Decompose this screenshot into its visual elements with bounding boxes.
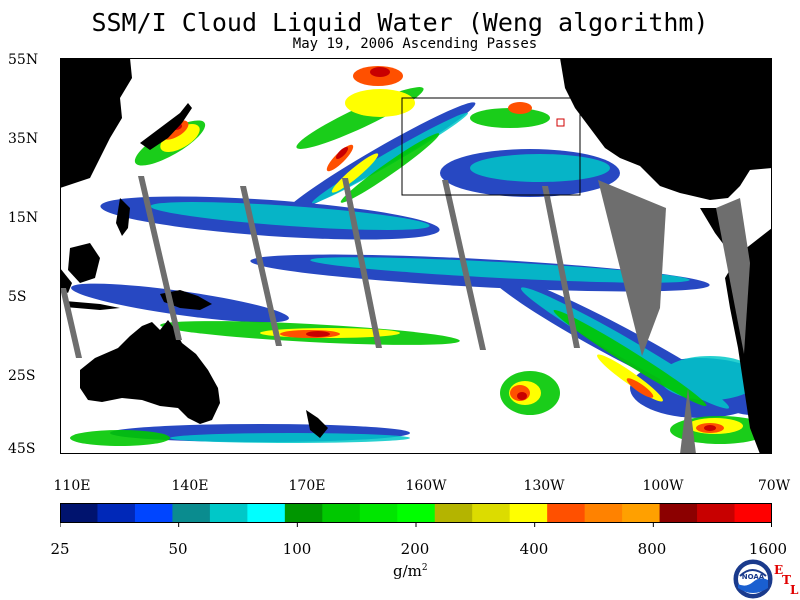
swath-gap [342, 178, 382, 348]
color-swatch [134, 503, 173, 523]
etl-letter-l: L [790, 583, 799, 597]
color-swatch [659, 503, 698, 523]
landmass-korea-china [60, 58, 132, 188]
landmass-new-zealand [306, 410, 328, 438]
color-swatch [284, 503, 323, 523]
cloud-field-layer [70, 66, 770, 446]
color-swatch [472, 503, 511, 523]
landmass-java [65, 301, 120, 310]
lat-label-45s: 45S [8, 441, 36, 457]
noaa-logo: NOAA [732, 558, 774, 600]
swath-gap [680, 388, 696, 454]
lon-label-130w: 130W [523, 478, 565, 494]
swath-gap [240, 186, 282, 346]
lon-label-100w: 100W [642, 478, 684, 494]
swath-gap-layer [60, 176, 750, 454]
lat-label-55n: 55N [8, 52, 39, 68]
lat-label-25s: 25S [8, 368, 36, 384]
landmass-philippines [116, 198, 130, 236]
units-exponent: 2 [421, 563, 428, 573]
swath-gap [138, 176, 182, 340]
units-text: g/m [393, 562, 422, 580]
region-marker-small [556, 118, 565, 127]
scale-label-800: 800 [637, 540, 667, 558]
color-swatch [172, 503, 211, 523]
color-swatch [97, 503, 136, 523]
scale-label-25: 25 [50, 540, 70, 558]
landmass-australia [80, 320, 220, 424]
color-swatch [584, 503, 623, 523]
color-swatch [247, 503, 286, 523]
etl-letter-e: E [774, 563, 784, 577]
map-subtitle: May 19, 2006 Ascending Passes [292, 36, 538, 52]
lon-label-160w: 160W [405, 478, 447, 494]
color-swatch [509, 503, 548, 523]
landmass-japan [140, 103, 192, 150]
lon-label-110e: 110E [53, 478, 91, 494]
lat-label-5s: 5S [8, 289, 27, 305]
color-swatch [622, 503, 661, 523]
color-swatch [60, 503, 98, 523]
swath-gap [60, 288, 82, 358]
lat-label-15n: 15N [8, 210, 39, 226]
color-swatch [209, 503, 248, 523]
color-swatch [734, 503, 772, 523]
swath-gap [542, 186, 580, 348]
lon-label-70w: 70W [757, 478, 791, 494]
units-label: g/m2 [393, 562, 428, 580]
swath-gap [716, 198, 750, 354]
etl-letter-t: T [782, 573, 791, 587]
color-bar-frame [60, 503, 772, 523]
region-outline-box [401, 97, 581, 196]
scale-label-1600: 1600 [748, 540, 788, 558]
landmass-sumatra [60, 268, 72, 293]
color-swatch [359, 503, 398, 523]
lon-label-140e: 140E [171, 478, 209, 494]
map-title: SSM/I Cloud Liquid Water (Weng algorithm… [91, 8, 709, 37]
color-scale-bar [60, 503, 772, 527]
scale-label-200: 200 [400, 540, 430, 558]
lon-label-170e: 170E [288, 478, 326, 494]
scale-label-400: 400 [519, 540, 549, 558]
color-swatch [322, 503, 361, 523]
color-swatch [397, 503, 436, 523]
color-swatch [697, 503, 736, 523]
cloud-liquid-water-map [60, 58, 772, 454]
noaa-logo-text: NOAA [742, 573, 765, 581]
lat-label-35n: 35N [8, 131, 39, 147]
scale-label-50: 50 [168, 540, 188, 558]
scale-label-100: 100 [282, 540, 312, 558]
color-swatch [434, 503, 473, 523]
swath-gap [442, 180, 486, 350]
swath-gap [598, 180, 666, 356]
landmass-borneo [68, 243, 100, 283]
map-frame [60, 58, 772, 454]
color-swatch [547, 503, 586, 523]
landmass-north-america [560, 58, 772, 200]
